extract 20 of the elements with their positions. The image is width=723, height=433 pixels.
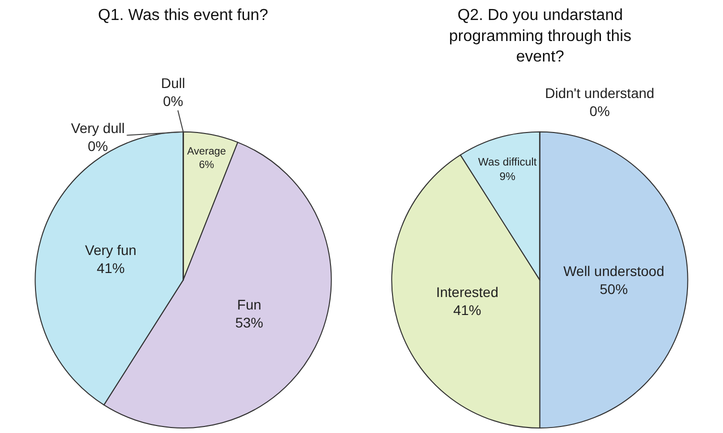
slice-label: Was difficult	[478, 156, 537, 169]
slice-label: Well understood	[563, 262, 664, 279]
category-label: Didn't understand	[545, 85, 654, 101]
slice-label: Very fun	[85, 242, 136, 258]
category-label: Dull	[161, 75, 186, 91]
chart-title: Q2. Do you undarstand programming through this event?	[449, 7, 632, 66]
data-label: 50%	[600, 281, 628, 298]
slice-label: Interested	[436, 284, 498, 300]
chart-title: Q1. Was this event fun?	[98, 7, 268, 24]
legend-label: Very dull	[71, 120, 125, 136]
slice-label: Fun	[237, 296, 262, 312]
slice-label: Average	[187, 146, 226, 158]
data-label: 41%	[453, 302, 482, 318]
data-label: 41%	[96, 260, 125, 276]
text: 0%	[88, 138, 108, 154]
data-label: 9%	[499, 170, 516, 183]
data-label: 53%	[235, 314, 264, 331]
text: 0%	[590, 103, 610, 120]
data-label: 6%	[198, 160, 214, 172]
text: 0%	[162, 93, 184, 110]
